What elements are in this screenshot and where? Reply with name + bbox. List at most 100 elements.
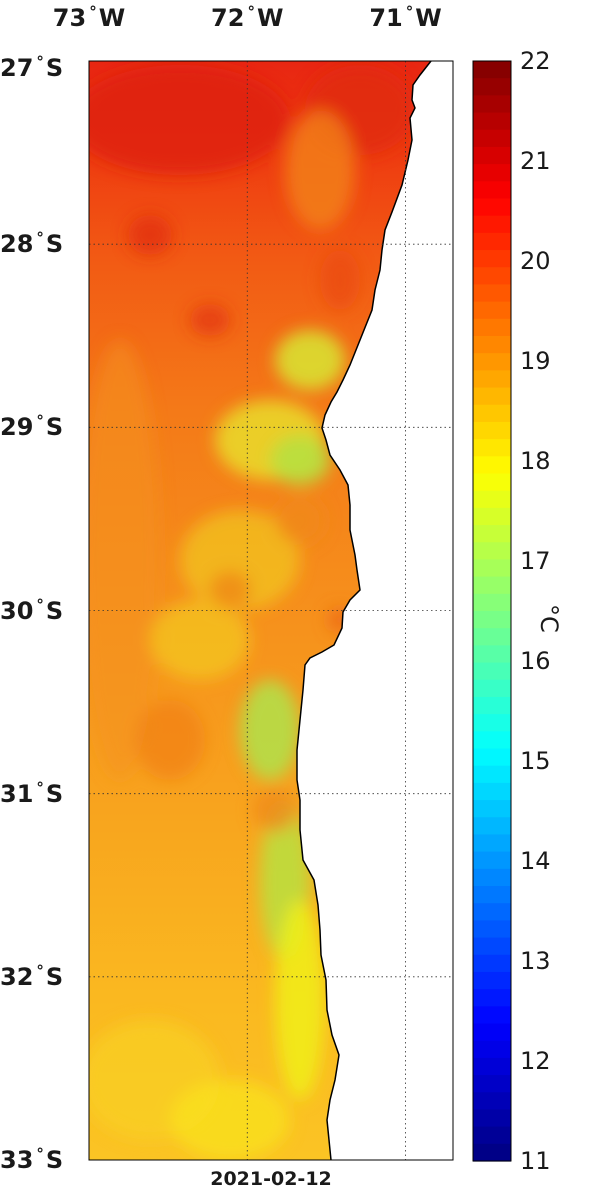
colorbar-band xyxy=(473,301,511,320)
latitude-label-hemisphere: S xyxy=(45,54,64,82)
colorbar-band xyxy=(473,1057,511,1076)
degree-symbol: ° xyxy=(247,3,255,21)
colorbar-band xyxy=(473,834,511,853)
latitude-label: 30 °S xyxy=(0,595,64,625)
colorbar-band xyxy=(473,370,511,389)
longitude-label: 71 °W xyxy=(369,3,442,32)
colorbar-band xyxy=(473,318,511,337)
colorbar-band xyxy=(473,611,511,629)
colorbar-band xyxy=(473,61,511,79)
colorbar-band xyxy=(473,1040,511,1059)
colorbar-band xyxy=(473,645,511,664)
colorbar-band xyxy=(473,559,511,578)
date-label: 2021-02-12 xyxy=(210,1168,332,1190)
colorbar-band xyxy=(473,507,511,526)
colorbar-tick-label: 17 xyxy=(520,547,551,575)
colorbar-tick-label: 19 xyxy=(520,347,551,375)
colorbar-band xyxy=(473,146,511,165)
degree-symbol: ° xyxy=(36,229,44,248)
longitude-label-hemisphere: W xyxy=(415,4,442,32)
degree-symbol: ° xyxy=(89,3,97,21)
longitude-label: 73 °W xyxy=(53,3,126,32)
colorbar-band xyxy=(473,387,511,406)
graticule xyxy=(89,61,453,1160)
latitude-label-hemisphere: S xyxy=(45,1146,64,1174)
colorbar-band xyxy=(473,903,511,921)
longitude-label: 72 °W xyxy=(211,3,284,32)
colorbar-band xyxy=(473,181,511,200)
colorbar-band xyxy=(473,421,511,440)
colorbar-band xyxy=(473,800,511,818)
colorbar-tick-label: 12 xyxy=(520,1047,551,1075)
colorbar-band xyxy=(473,662,511,681)
colorbar-band xyxy=(473,439,511,457)
colorbar-band xyxy=(473,1092,511,1111)
degree-symbol: ° xyxy=(36,1145,44,1163)
colorbar-band xyxy=(473,731,511,750)
colorbar-band xyxy=(473,232,511,251)
colorbar-band xyxy=(473,782,511,801)
colorbar-band xyxy=(473,112,511,131)
colorbar-band xyxy=(473,696,511,715)
colorbar-band xyxy=(473,129,511,148)
coastline xyxy=(296,61,432,1160)
colorbar-band xyxy=(473,748,511,767)
colorbar-band xyxy=(473,95,511,114)
colorbar-tick-label: 13 xyxy=(520,947,551,975)
sst-field xyxy=(89,61,453,1160)
colorbar-tick-label: 18 xyxy=(520,447,551,475)
land-area xyxy=(297,61,453,1160)
latitude-label: 27 °S xyxy=(0,54,64,82)
degree-symbol: ° xyxy=(36,412,44,431)
colorbar-band xyxy=(473,250,511,268)
colorbar-band xyxy=(473,714,511,732)
colorbar-band xyxy=(473,989,511,1007)
colorbar-tick-label: 14 xyxy=(520,847,551,875)
colorbar-band xyxy=(473,267,511,286)
colorbar-band xyxy=(473,1006,511,1025)
longitude-label-degrees: 71 xyxy=(369,4,403,32)
colorbar-band xyxy=(473,525,511,543)
colorbar-band xyxy=(473,886,511,904)
colorbar-band xyxy=(473,1075,511,1093)
latitude-label: 32 °S xyxy=(0,962,63,991)
colorbar-band xyxy=(473,576,511,595)
degree-symbol: ° xyxy=(405,3,414,21)
latitude-label-hemisphere: S xyxy=(45,413,64,442)
colorbar-band xyxy=(473,851,511,870)
map-frame xyxy=(88,60,454,1161)
colorbar-band xyxy=(473,1023,511,1042)
colorbar-band xyxy=(473,593,511,612)
longitude-label-hemisphere: W xyxy=(98,4,126,32)
colorbar-band xyxy=(473,542,511,561)
longitude-label-degrees: 72 xyxy=(211,4,245,32)
latitude-label-degrees: 32 xyxy=(0,962,34,991)
colorbar-tick-label: 15 xyxy=(520,747,551,775)
colorbar-band xyxy=(473,1143,511,1162)
latitude-label: 28 °S xyxy=(0,229,64,259)
latitude-label: 29 °S xyxy=(0,412,64,442)
latitude-label: 31 °S xyxy=(0,780,63,806)
colorbar-band xyxy=(473,628,511,646)
colorbar-band xyxy=(473,78,511,96)
colorbar-tick-label: 20 xyxy=(520,247,551,275)
colorbar-band xyxy=(473,679,511,698)
colorbar-band xyxy=(473,353,511,371)
colorbar-tick-label: 21 xyxy=(520,147,551,175)
latitude-label-hemisphere: S xyxy=(45,596,64,625)
degree-symbol: ° xyxy=(36,595,44,614)
colorbar-band xyxy=(473,1126,511,1145)
colorbar-tick-label: 22 xyxy=(520,47,551,75)
colorbar-band xyxy=(473,937,511,956)
colorbar-band xyxy=(473,490,511,509)
latitude-label-degrees: 29 xyxy=(0,413,34,442)
latitude-label-degrees: 27 xyxy=(0,54,34,82)
colorbar-tick-label: 11 xyxy=(520,1147,551,1175)
longitude-label-hemisphere: W xyxy=(256,4,284,32)
colorbar-frame xyxy=(472,60,512,1162)
colorbar-band xyxy=(473,765,511,784)
latitude-label-hemisphere: S xyxy=(45,230,64,259)
colorbar-band xyxy=(473,284,511,303)
